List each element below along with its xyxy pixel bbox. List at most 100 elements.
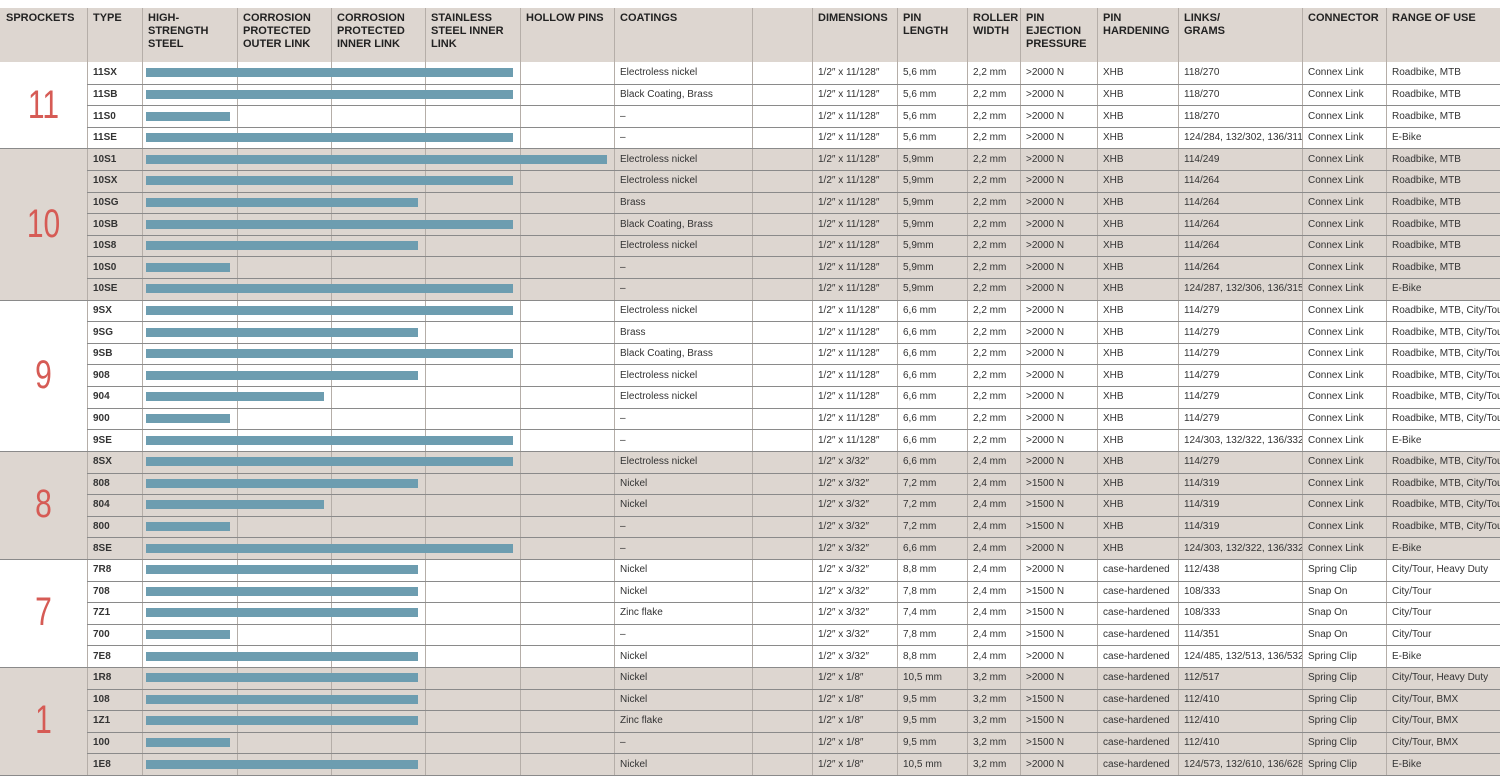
spec-cell: >2000 N [1026, 88, 1065, 100]
spec-cell: XHB [1103, 391, 1124, 403]
spec-cell: 114/319 [1184, 477, 1220, 489]
coating-cell: Brass [620, 326, 646, 338]
spec-cell: >1500 N [1026, 629, 1065, 641]
spec-cell: 5,9mm [903, 261, 934, 273]
spec-cell: 112/438 [1184, 564, 1220, 576]
spec-cell: 1/2″ x 3/32″ [818, 629, 870, 641]
spec-cell: 1/2″ x 11/128″ [818, 67, 880, 79]
spec-cell: 7,8 mm [903, 585, 937, 597]
spec-cell: case-hardened [1103, 607, 1170, 619]
coating-cell: – [620, 412, 626, 424]
spec-cell: 118/270 [1184, 67, 1220, 79]
feature-bar [146, 478, 418, 488]
column-header: PIN EJECTION PRESSURE [1026, 12, 1087, 50]
col-line [237, 8, 238, 775]
feature-bar [146, 370, 418, 380]
column-header: CORROSION PROTECTED INNER LINK [337, 12, 405, 50]
spec-cell: 1/2″ x 3/32″ [818, 542, 870, 554]
row-line [87, 753, 1500, 755]
spec-cell: >2000 N [1026, 650, 1065, 662]
feature-bar [146, 673, 418, 683]
spec-cell: 118/270 [1184, 88, 1220, 100]
type-cell: 10SB [93, 218, 119, 230]
spec-cell: >1500 N [1026, 521, 1065, 533]
group-line [0, 299, 1500, 301]
spec-cell: 1/2″ x 11/128″ [818, 110, 880, 122]
spec-cell: 10,5 mm [903, 758, 942, 770]
coating-cell: – [620, 542, 626, 554]
type-cell: 1E8 [93, 758, 111, 770]
column-header: PIN LENGTH [903, 12, 949, 37]
spec-cell: 114/279 [1184, 304, 1220, 316]
spec-cell: >2000 N [1026, 564, 1065, 576]
spec-cell: 1/2″ x 11/128″ [818, 391, 880, 403]
spec-cell: 7,8 mm [903, 629, 937, 641]
type-cell: 1R8 [93, 672, 112, 684]
group-line [0, 666, 1500, 668]
spec-cell: 2,2 mm [973, 391, 1007, 403]
spec-cell: XHB [1103, 153, 1124, 165]
spec-cell: Connex Link [1308, 283, 1364, 295]
spec-cell: case-hardened [1103, 564, 1170, 576]
spec-cell: XHB [1103, 261, 1124, 273]
feature-bar [146, 111, 230, 121]
spec-cell: Roadbike, MTB [1392, 88, 1461, 100]
feature-bar [146, 89, 513, 99]
spec-cell: 7,2 mm [903, 521, 937, 533]
row-line [87, 494, 1500, 496]
type-cell: 11SE [93, 132, 117, 144]
spec-cell: >2000 N [1026, 240, 1065, 252]
spec-cell: 7,2 mm [903, 477, 937, 489]
spec-cell: 1/2″ x 11/128″ [818, 434, 880, 446]
coating-cell: Black Coating, Brass [620, 218, 713, 230]
spec-cell: 2,2 mm [973, 326, 1007, 338]
spec-cell: City/Tour, BMX [1392, 737, 1459, 749]
type-cell: 7R8 [93, 564, 112, 576]
type-cell: 908 [93, 369, 110, 381]
spec-cell: >1500 N [1026, 715, 1065, 727]
spec-cell: 3,2 mm [973, 672, 1007, 684]
column-header: LINKS/ GRAMS [1184, 12, 1225, 37]
spec-cell: 2,2 mm [973, 88, 1007, 100]
feature-bar [146, 435, 513, 445]
col-line [87, 8, 88, 775]
type-cell: 9SB [93, 348, 113, 360]
spec-cell: >2000 N [1026, 218, 1065, 230]
spec-cell: 124/573, 132/610, 136/628 [1184, 758, 1302, 770]
group-line [0, 148, 1500, 150]
spec-cell: case-hardened [1103, 672, 1170, 684]
spec-cell: 1/2″ x 11/128″ [818, 369, 880, 381]
spec-cell: >2000 N [1026, 758, 1065, 770]
col-line [812, 8, 813, 775]
spec-cell: Connex Link [1308, 542, 1364, 554]
spec-cell: 124/485, 132/513, 136/532 [1184, 650, 1302, 662]
col-line [1097, 8, 1098, 775]
type-cell: 10S1 [93, 153, 117, 165]
spec-cell: 1/2″ x 3/32″ [818, 499, 870, 511]
bottom-line [0, 775, 1500, 776]
spec-cell: Connex Link [1308, 110, 1364, 122]
row-line [87, 580, 1500, 582]
type-cell: 700 [93, 629, 110, 641]
spec-cell: 6,6 mm [903, 369, 937, 381]
feature-bar [146, 327, 418, 337]
group-bg [0, 450, 752, 559]
sprocket-number: 9 [35, 352, 52, 397]
row-line [87, 126, 1500, 128]
column-header: STAINLESS STEEL INNER LINK [431, 12, 504, 50]
spec-cell: case-hardened [1103, 715, 1170, 727]
coating-cell: Electroless nickel [620, 456, 698, 468]
spec-cell: XHB [1103, 88, 1124, 100]
row-line [87, 213, 1500, 215]
spec-cell: XHB [1103, 304, 1124, 316]
type-cell: 10S0 [93, 261, 117, 273]
spec-cell: Snap On [1308, 607, 1348, 619]
spec-cell: XHB [1103, 196, 1124, 208]
spec-cell: 114/264 [1184, 196, 1220, 208]
row-line [87, 364, 1500, 366]
coating-cell: Nickel [620, 477, 648, 489]
col-line [1386, 8, 1387, 775]
feature-bar [146, 543, 513, 553]
feature-bar [146, 630, 230, 640]
spec-cell: 114/351 [1184, 629, 1220, 641]
